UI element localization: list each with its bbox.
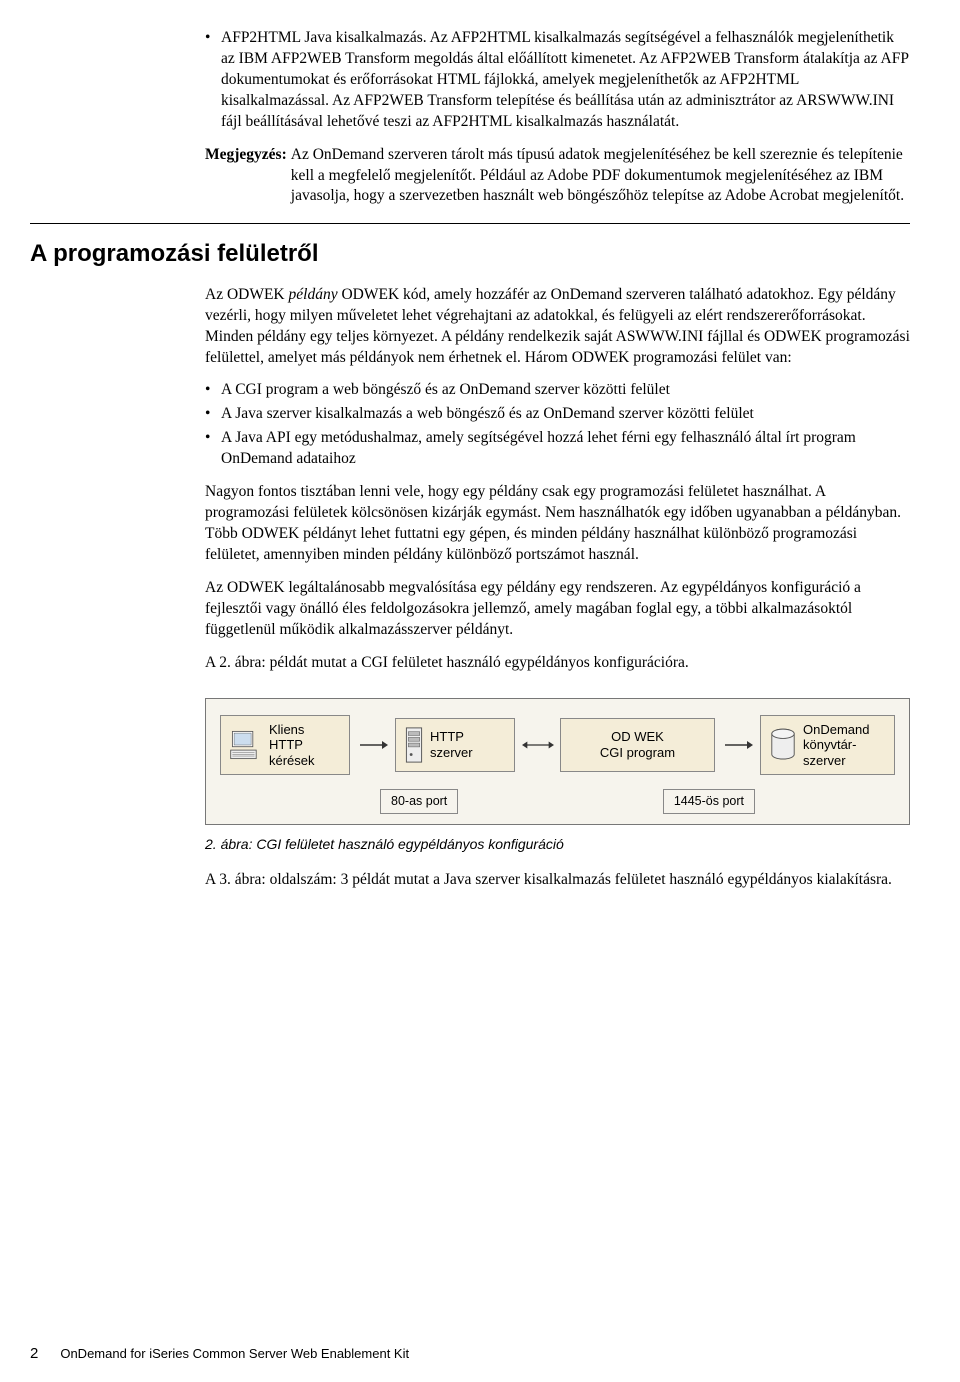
- diagram-node-client: Kliens HTTP kérések: [220, 715, 350, 776]
- italic-term: példány: [289, 286, 338, 303]
- note-body: Az OnDemand szerveren tárolt más típusú …: [291, 145, 910, 208]
- body-paragraph: A 3. ábra: oldalszám: 3 példát mutat a J…: [205, 870, 910, 891]
- body-paragraph: Az ODWEK legáltalánosabb megvalósítása e…: [205, 578, 910, 641]
- computer-icon: [229, 728, 263, 762]
- section-heading: A programozási felületről: [30, 238, 910, 270]
- diagram-figure: Kliens HTTP kérések: [205, 698, 910, 826]
- page-footer: 2 OnDemand for iSeries Common Server Web…: [30, 1344, 910, 1364]
- arrow-icon: [722, 738, 754, 752]
- diagram-label: HTTP szerver: [430, 729, 473, 760]
- list-item: A CGI program a web böngésző és az OnDem…: [205, 380, 910, 401]
- diagram-label: OD WEK CGI program: [600, 729, 675, 760]
- top-bullet-list: AFP2HTML Java kisalkalmazás. Az AFP2HTML…: [205, 28, 910, 133]
- arrow-icon: [357, 738, 389, 752]
- list-item: AFP2HTML Java kisalkalmazás. Az AFP2HTML…: [205, 28, 910, 133]
- double-arrow-icon: [522, 738, 554, 752]
- bullet-text: A Java szerver kisalkalmazás a web böngé…: [221, 405, 754, 422]
- server-icon: [404, 726, 424, 764]
- port-label: 80-as port: [380, 789, 458, 814]
- diagram-node-http-server: HTTP szerver: [395, 718, 515, 772]
- bullet-text: A CGI program a web böngésző és az OnDem…: [221, 381, 670, 398]
- diagram-label: OnDemand könyvtár- szerver: [803, 722, 869, 769]
- list-item: A Java API egy metódushalmaz, amely segí…: [205, 428, 910, 470]
- body-paragraph: Nagyon fontos tisztában lenni vele, hogy…: [205, 482, 910, 566]
- diagram-container: Kliens HTTP kérések: [205, 698, 910, 826]
- body-paragraph: A 2. ábra: példát mutat a CGI felületet …: [205, 653, 910, 674]
- bullet-text: AFP2HTML Java kisalkalmazás. Az AFP2HTML…: [221, 29, 908, 130]
- page-number: 2: [30, 1344, 38, 1364]
- footer-title: OnDemand for iSeries Common Server Web E…: [60, 1345, 409, 1363]
- list-item: A Java szerver kisalkalmazás a web böngé…: [205, 404, 910, 425]
- diagram-node-ondemand: OnDemand könyvtár- szerver: [760, 715, 895, 776]
- port-label: 1445-ös port: [663, 789, 755, 814]
- figure-caption: 2. ábra: CGI felületet használó egypéldá…: [205, 835, 910, 854]
- diagram-label: Kliens HTTP kérések: [269, 722, 315, 769]
- mid-bullet-list: A CGI program a web böngésző és az OnDem…: [205, 380, 910, 470]
- intro-paragraph: Az ODWEK példány ODWEK kód, amely hozzáf…: [205, 285, 910, 369]
- bullet-text: A Java API egy metódushalmaz, amely segí…: [221, 429, 856, 467]
- diagram-node-cgi: OD WEK CGI program: [560, 718, 715, 772]
- note-block: Megjegyzés: Az OnDemand szerveren tárolt…: [205, 145, 910, 208]
- note-label: Megjegyzés:: [205, 146, 287, 163]
- section-divider: [30, 223, 910, 224]
- database-icon: [769, 727, 797, 763]
